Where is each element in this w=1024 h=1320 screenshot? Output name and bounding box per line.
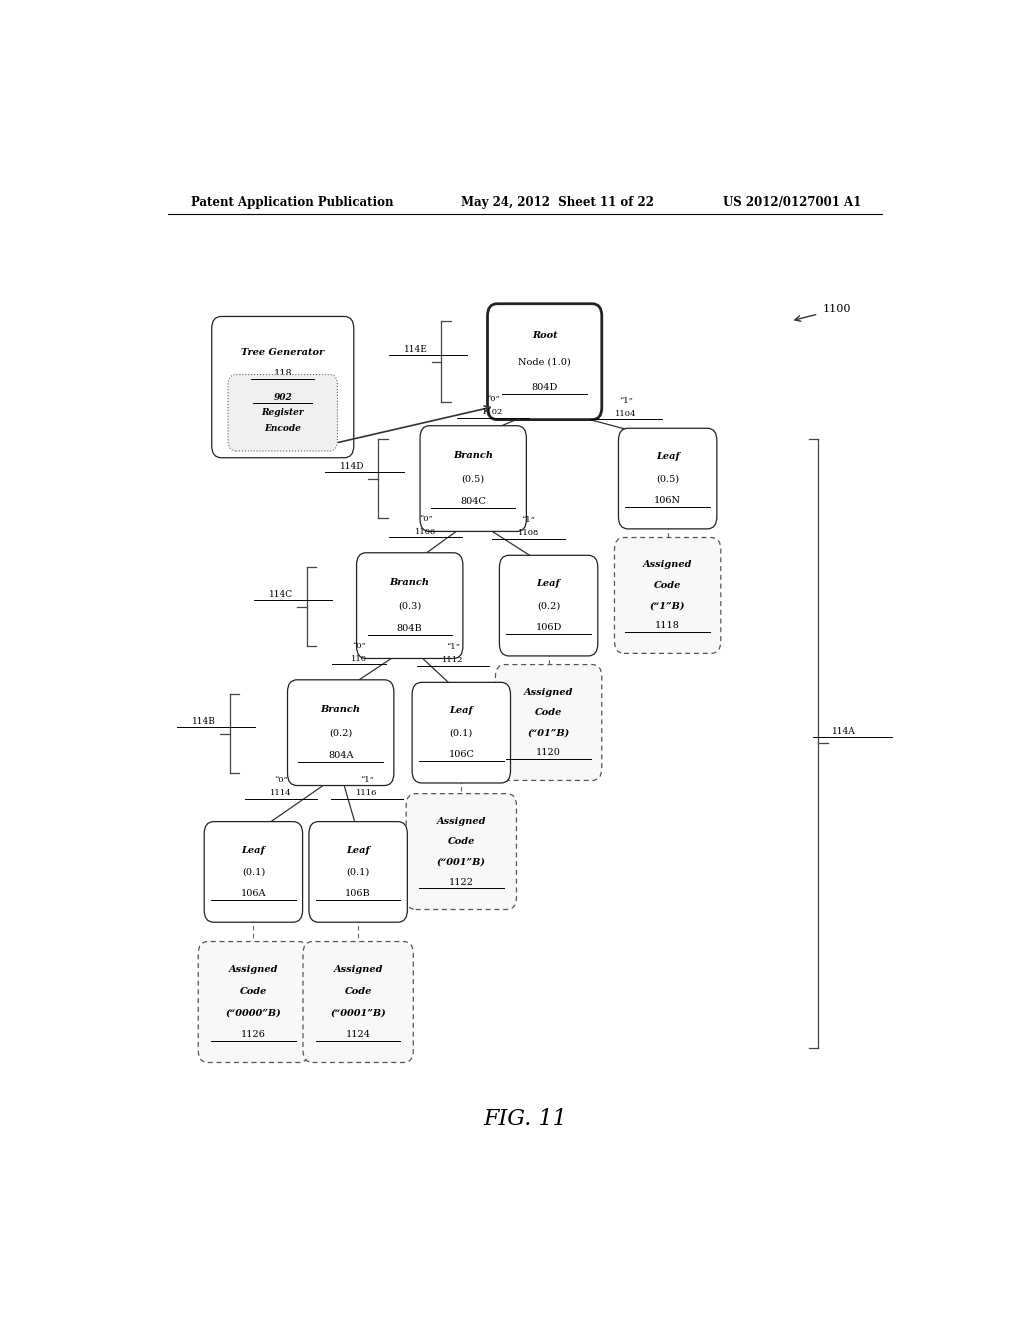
Text: Assigned: Assigned: [524, 688, 573, 697]
Text: 1126: 1126: [241, 1030, 266, 1039]
Text: Tree Generator: Tree Generator: [242, 347, 325, 356]
FancyBboxPatch shape: [303, 941, 414, 1063]
Text: Code: Code: [344, 987, 372, 995]
FancyBboxPatch shape: [496, 664, 602, 780]
Text: 118: 118: [273, 368, 292, 378]
Text: FIG. 11: FIG. 11: [483, 1107, 566, 1130]
Text: Leaf: Leaf: [242, 846, 265, 854]
Text: 804D: 804D: [531, 383, 558, 392]
Text: Code: Code: [654, 581, 681, 590]
Text: 106D: 106D: [536, 623, 562, 632]
Text: Code: Code: [535, 708, 562, 717]
Text: 1122: 1122: [449, 878, 474, 887]
Text: 114D: 114D: [340, 462, 365, 471]
Text: Assigned: Assigned: [334, 965, 383, 974]
FancyBboxPatch shape: [412, 682, 511, 783]
Text: Assigned: Assigned: [228, 965, 279, 974]
Text: (0.5): (0.5): [462, 474, 484, 483]
Text: (0.5): (0.5): [656, 474, 679, 483]
Text: Leaf: Leaf: [537, 579, 560, 589]
Text: Code: Code: [447, 837, 475, 846]
Text: 1106: 1106: [415, 528, 436, 536]
Text: Branch: Branch: [454, 451, 494, 459]
FancyBboxPatch shape: [309, 821, 408, 923]
Text: Leaf: Leaf: [450, 706, 473, 715]
FancyBboxPatch shape: [487, 304, 602, 420]
FancyBboxPatch shape: [614, 537, 721, 653]
Text: 106A: 106A: [241, 890, 266, 898]
Text: Node (1.0): Node (1.0): [518, 358, 571, 366]
Text: 114A: 114A: [831, 726, 856, 735]
Text: 106N: 106N: [654, 496, 681, 504]
Text: 114B: 114B: [193, 717, 216, 726]
Text: “1”: “1”: [446, 643, 460, 651]
Text: 1118: 1118: [655, 622, 680, 631]
FancyBboxPatch shape: [618, 428, 717, 529]
Text: US 2012/0127001 A1: US 2012/0127001 A1: [723, 195, 861, 209]
Text: (0.3): (0.3): [398, 601, 421, 610]
Text: (“0000”B): (“0000”B): [225, 1008, 282, 1018]
Text: Branch: Branch: [390, 578, 430, 587]
FancyBboxPatch shape: [204, 821, 303, 923]
Text: 106B: 106B: [345, 890, 371, 898]
Text: “0”: “0”: [419, 515, 432, 523]
Text: Assigned: Assigned: [436, 817, 486, 825]
Text: Leaf: Leaf: [346, 846, 370, 854]
Text: 804A: 804A: [328, 751, 353, 760]
Text: (“001”B): (“001”B): [437, 857, 485, 866]
Text: 114C: 114C: [269, 590, 293, 599]
FancyBboxPatch shape: [420, 426, 526, 532]
Text: “0”: “0”: [486, 395, 500, 404]
Text: “1”: “1”: [521, 516, 536, 524]
FancyBboxPatch shape: [288, 680, 394, 785]
Text: 804C: 804C: [460, 498, 486, 507]
Text: “1”: “1”: [360, 776, 374, 784]
Text: Encode: Encode: [264, 424, 301, 433]
FancyBboxPatch shape: [228, 375, 338, 451]
Text: (“1”B): (“1”B): [650, 601, 685, 610]
Text: 1100: 1100: [822, 304, 851, 314]
Text: 1112: 1112: [442, 656, 464, 664]
Text: Register: Register: [261, 408, 304, 417]
Text: Patent Application Publication: Patent Application Publication: [191, 195, 394, 209]
Text: (0.1): (0.1): [450, 729, 473, 737]
Text: 1102: 1102: [482, 408, 504, 417]
Text: 1124: 1124: [346, 1030, 371, 1039]
FancyBboxPatch shape: [199, 941, 308, 1063]
Text: 1108: 1108: [518, 529, 539, 537]
Text: May 24, 2012  Sheet 11 of 22: May 24, 2012 Sheet 11 of 22: [461, 195, 654, 209]
FancyBboxPatch shape: [407, 793, 516, 909]
Text: (“01”B): (“01”B): [527, 729, 569, 737]
Text: (0.2): (0.2): [329, 729, 352, 737]
Text: “1”: “1”: [620, 396, 633, 404]
Text: Code: Code: [240, 987, 267, 995]
Text: 902: 902: [273, 392, 292, 401]
Text: 114E: 114E: [404, 345, 428, 354]
Text: 1120: 1120: [537, 748, 561, 758]
Text: “0”: “0”: [274, 776, 288, 784]
Text: (0.1): (0.1): [346, 867, 370, 876]
Text: (“0001”B): (“0001”B): [331, 1008, 386, 1018]
Text: 1116: 1116: [356, 789, 378, 797]
FancyBboxPatch shape: [500, 556, 598, 656]
Text: 110: 110: [351, 655, 368, 663]
Text: Branch: Branch: [321, 705, 360, 714]
Text: (0.2): (0.2): [537, 601, 560, 610]
Text: 106C: 106C: [449, 750, 474, 759]
Text: 1114: 1114: [270, 789, 292, 797]
Text: Leaf: Leaf: [655, 453, 680, 461]
Text: Root: Root: [531, 331, 557, 341]
Text: Assigned: Assigned: [643, 561, 692, 569]
Text: “0”: “0”: [352, 642, 367, 649]
Text: 804B: 804B: [397, 624, 423, 634]
Text: (0.1): (0.1): [242, 867, 265, 876]
FancyBboxPatch shape: [356, 553, 463, 659]
FancyBboxPatch shape: [212, 317, 353, 458]
Text: 1104: 1104: [615, 409, 637, 417]
